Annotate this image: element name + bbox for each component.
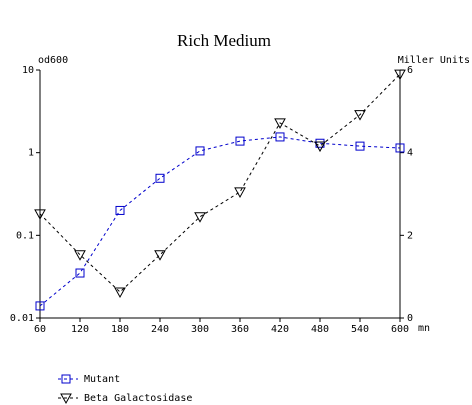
data-point <box>234 187 246 198</box>
legend-label: Mutant <box>84 374 120 385</box>
data-point <box>195 146 205 156</box>
y2-tick-label: 0 <box>407 313 413 324</box>
legend-label: Beta Galactosidase <box>84 393 192 404</box>
x-tick-label: 480 <box>311 324 329 335</box>
data-point <box>394 69 406 81</box>
legend-marker <box>60 393 72 405</box>
y2-tick-label: 4 <box>407 148 413 159</box>
data-point <box>275 132 285 142</box>
x-tick-label: 180 <box>111 324 129 335</box>
data-point <box>154 250 166 261</box>
y2-tick-label: 2 <box>407 230 413 241</box>
y-tick-label: 10 <box>22 65 34 76</box>
x-tick-label: 420 <box>271 324 289 335</box>
x-tick-label: 300 <box>191 324 209 335</box>
x-tick-label: 360 <box>231 324 249 335</box>
legend-marker <box>61 374 71 384</box>
chart-title: Rich Medium <box>177 31 271 50</box>
data-point <box>155 173 165 183</box>
y2-axis-label: Miller Units <box>398 55 470 66</box>
x-tick-label: 120 <box>71 324 89 335</box>
data-point <box>194 212 206 223</box>
data-point <box>74 250 86 261</box>
data-point <box>34 209 46 220</box>
data-point <box>274 118 286 129</box>
x-tick-label: 600 <box>391 324 409 335</box>
data-point <box>355 141 365 151</box>
series-line <box>39 136 401 307</box>
y-tick-label: 1 <box>28 148 34 159</box>
y-axis-label: od600 <box>38 55 68 66</box>
y-tick-label: 0.01 <box>10 313 34 324</box>
x-tick-label: 240 <box>151 324 169 335</box>
data-point <box>354 110 366 121</box>
x-tick-label: 540 <box>351 324 369 335</box>
data-point <box>395 143 405 153</box>
y-tick-label: 0.1 <box>16 230 34 241</box>
y2-tick-label: 6 <box>407 65 413 76</box>
x-tick-label: 60 <box>34 324 46 335</box>
data-point <box>75 268 85 278</box>
data-point <box>114 287 126 298</box>
data-point <box>235 136 245 146</box>
data-point <box>314 141 326 153</box>
series-line <box>39 73 401 293</box>
x-axis-label: mn <box>418 323 430 334</box>
data-point <box>115 205 125 215</box>
data-point <box>35 301 45 311</box>
